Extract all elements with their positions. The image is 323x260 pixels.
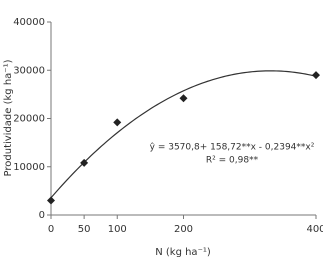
y-tick-label: 40000 [13,17,45,28]
x-tick-label: 400 [306,224,323,235]
point [113,118,122,127]
y-tick-label: 20000 [13,114,45,125]
r-squared: R² = 0,98** [206,156,259,166]
y-tick-label: 10000 [13,162,45,173]
x-tick-label: 0 [48,224,54,235]
y-tick-label: 30000 [13,65,45,76]
x-axis-label: N (kg ha⁻¹) [155,247,211,258]
point [80,158,89,167]
x-tick-label: 50 [78,224,91,235]
y-tick-label: 0 [39,210,45,221]
equation: ŷ = 3570,8+ 158,72**x - 0,2394**x² [150,143,315,153]
x-tick-label: 200 [174,224,193,235]
y-axis-label: Produtividade (kg ha⁻¹) [3,59,14,176]
point [179,94,188,103]
x-tick-label: 100 [108,224,127,235]
point [312,71,320,80]
fit-curve [50,70,317,199]
point [47,196,55,205]
